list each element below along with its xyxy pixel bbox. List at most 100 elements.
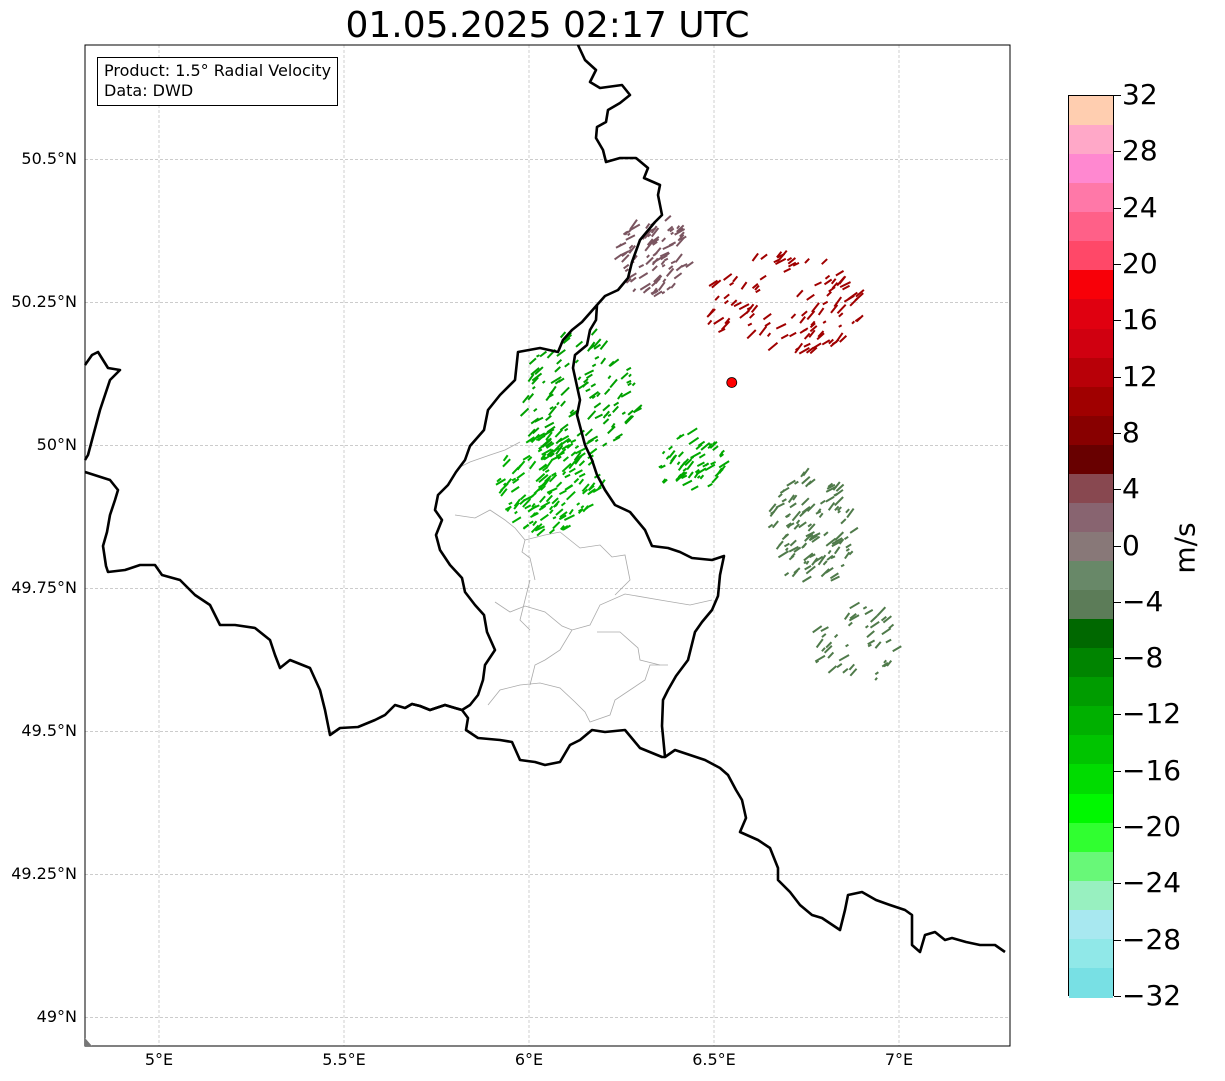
echo-streak xyxy=(532,427,540,435)
echo-streak xyxy=(864,624,869,629)
echo-streak xyxy=(835,269,845,277)
echo-streak xyxy=(548,405,557,416)
echo-streak xyxy=(869,620,880,629)
echo-streak xyxy=(829,572,839,580)
echo-streak xyxy=(534,525,545,532)
echo-streak xyxy=(690,451,702,459)
echo-streak xyxy=(848,614,860,622)
echo-streak xyxy=(613,401,620,407)
echo-streak xyxy=(551,472,557,477)
echo-streak xyxy=(724,317,731,325)
echo-streak xyxy=(801,575,812,583)
echo-streak xyxy=(621,254,630,263)
echo-streak xyxy=(786,257,793,262)
echo-streak xyxy=(682,467,688,472)
echo-streak xyxy=(532,520,538,527)
echo-streak xyxy=(804,565,812,571)
echo-streak xyxy=(750,304,759,313)
colorbar-segment xyxy=(1069,764,1113,795)
echo-streak xyxy=(551,455,560,461)
echo-streak xyxy=(845,508,850,514)
echo-streak xyxy=(801,475,811,485)
echo-streak xyxy=(706,308,716,318)
echo-streak xyxy=(807,523,813,528)
colorbar-tick-label: −32 xyxy=(1122,979,1182,1012)
echo-streak xyxy=(673,272,683,280)
echo-streak xyxy=(554,379,562,385)
echo-streak xyxy=(830,304,839,314)
echo-streak xyxy=(789,502,797,509)
echo-streak xyxy=(838,654,850,662)
echo-streak xyxy=(809,325,818,333)
echo-streak xyxy=(535,434,546,441)
echo-streak xyxy=(628,244,634,250)
echo-streak xyxy=(585,388,591,393)
echo-streak xyxy=(758,325,768,336)
echo-streak xyxy=(602,442,608,447)
echo-streak xyxy=(578,478,585,485)
echo-streak xyxy=(845,548,850,552)
echo-streak xyxy=(670,455,676,463)
echo-streak xyxy=(768,503,777,513)
echo-streak xyxy=(644,228,653,239)
echo-streak xyxy=(791,569,799,578)
echo-streak xyxy=(551,497,559,505)
echo-streak xyxy=(688,436,700,446)
echo-streak xyxy=(538,464,548,471)
echo-streak xyxy=(648,235,660,245)
echo-streak xyxy=(751,283,759,290)
echo-streak xyxy=(760,253,768,260)
echo-streak xyxy=(837,510,841,514)
colorbar-tick xyxy=(1114,151,1121,153)
echo-streak xyxy=(536,354,540,358)
echo-streak xyxy=(786,479,796,487)
echo-streak xyxy=(659,464,666,469)
echo-streak xyxy=(583,378,589,384)
lon-tick-label: 6°E xyxy=(514,1050,544,1069)
echo-streak xyxy=(816,332,825,341)
echo-streak xyxy=(770,510,775,515)
echo-streak xyxy=(596,392,601,398)
echo-streak xyxy=(695,467,707,475)
colorbar-segment xyxy=(1069,386,1113,417)
echo-streak xyxy=(836,304,847,314)
echo-streak xyxy=(747,322,753,327)
echo-streak xyxy=(508,501,513,506)
echo-streak xyxy=(804,532,814,542)
echo-streak xyxy=(552,448,558,453)
echo-streak xyxy=(646,238,654,246)
echo-streak xyxy=(631,382,636,387)
echo-streak xyxy=(810,320,816,327)
echo-streak xyxy=(870,615,878,623)
echo-streak xyxy=(803,342,811,348)
echo-streak xyxy=(543,428,555,437)
echo-streak xyxy=(815,659,820,664)
echo-streak xyxy=(573,451,582,461)
echo-streak xyxy=(795,519,801,525)
echo-streak xyxy=(662,243,674,251)
echo-streak xyxy=(527,393,535,401)
echo-streak xyxy=(751,252,759,262)
echo-streak xyxy=(559,331,567,339)
echo-streak xyxy=(838,312,844,318)
echo-streak xyxy=(559,423,569,431)
echo-streak xyxy=(733,301,742,308)
echo-streak xyxy=(545,494,553,503)
echo-streak xyxy=(823,645,833,654)
echo-streak xyxy=(599,340,609,351)
echo-streak xyxy=(781,498,787,503)
echo-streak xyxy=(590,383,597,388)
echo-streak xyxy=(674,228,686,236)
echo-streak xyxy=(548,528,555,535)
echo-streak xyxy=(538,483,545,489)
echo-streak xyxy=(559,489,567,495)
echo-streak xyxy=(560,525,565,531)
echo-streak xyxy=(603,388,611,396)
echo-streak xyxy=(804,257,810,264)
echo-streak xyxy=(652,240,658,246)
echo-streak xyxy=(497,477,502,482)
echo-streak xyxy=(676,224,685,233)
echo-streak xyxy=(690,471,694,476)
graticule-grid xyxy=(85,45,1010,1046)
